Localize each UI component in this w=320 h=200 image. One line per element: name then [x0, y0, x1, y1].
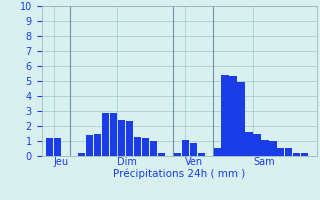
Bar [158, 153, 165, 156]
Bar [54, 138, 61, 156]
Bar [181, 140, 189, 156]
Bar [189, 142, 197, 156]
Bar [237, 82, 244, 156]
Bar [126, 121, 133, 156]
Bar [229, 76, 236, 156]
Bar [94, 134, 101, 156]
Bar [197, 153, 205, 156]
Bar [293, 153, 300, 156]
Bar [150, 141, 157, 156]
Bar [86, 135, 93, 156]
Bar [221, 75, 229, 156]
Bar [245, 132, 252, 156]
Bar [285, 148, 292, 156]
X-axis label: Précipitations 24h ( mm ): Précipitations 24h ( mm ) [113, 169, 245, 179]
Bar [261, 140, 268, 156]
Bar [110, 113, 117, 156]
Bar [142, 138, 149, 156]
Bar [269, 141, 276, 156]
Bar [134, 137, 141, 156]
Bar [277, 148, 284, 156]
Bar [102, 112, 109, 156]
Bar [301, 153, 308, 156]
Bar [78, 153, 85, 156]
Bar [46, 138, 53, 156]
Bar [174, 153, 181, 156]
Bar [213, 148, 221, 156]
Bar [253, 134, 260, 156]
Bar [118, 120, 125, 156]
